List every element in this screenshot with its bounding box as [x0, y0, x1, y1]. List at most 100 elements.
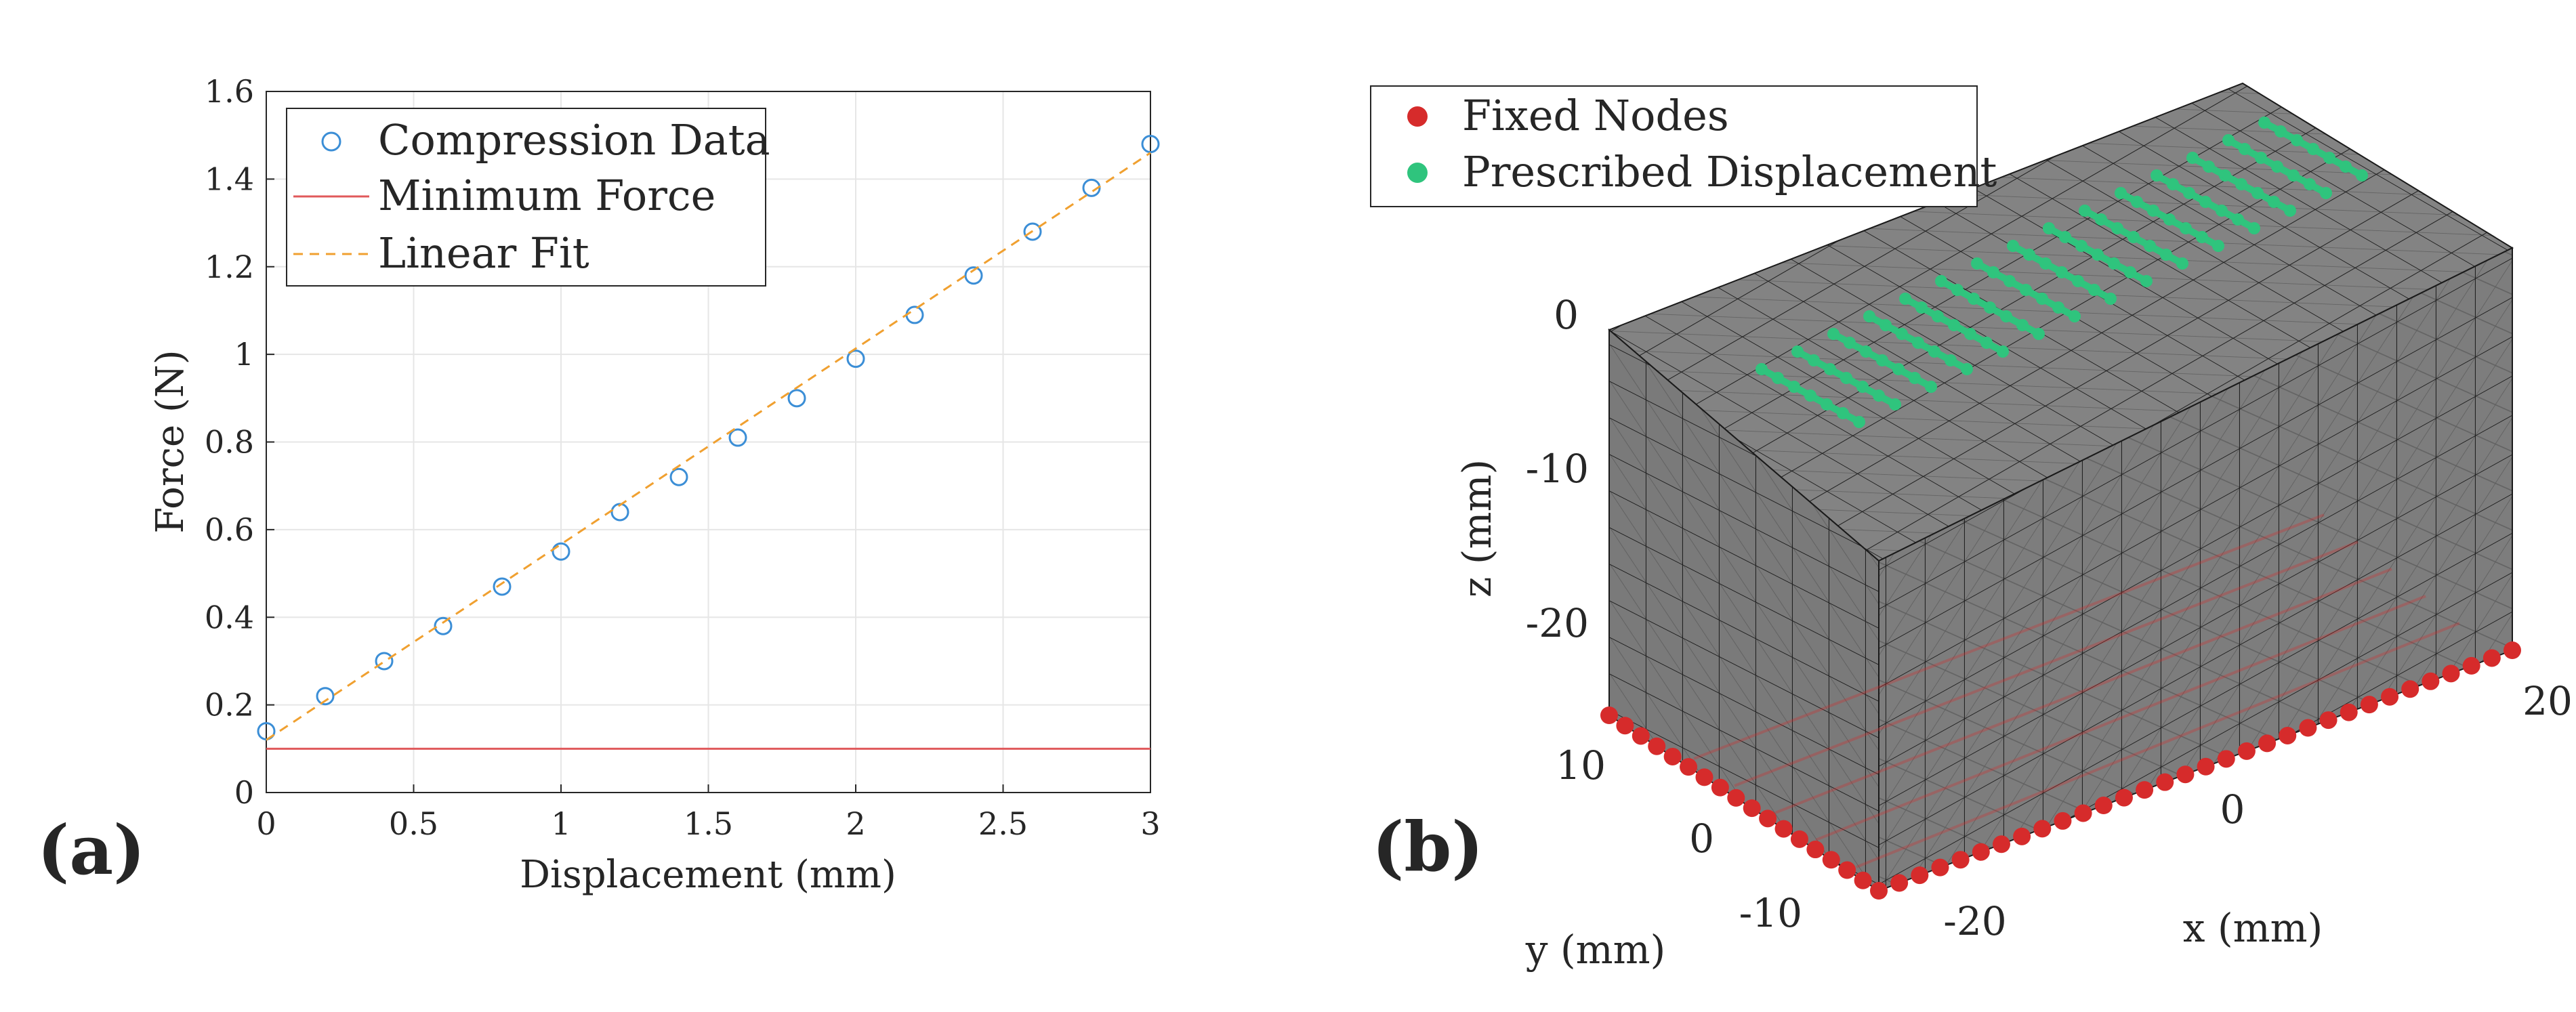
prescribed-node-row	[1794, 348, 1898, 408]
prescribed-node-row	[1830, 331, 1934, 390]
x-tick-label: 2.5	[978, 805, 1028, 842]
fixed-node	[1870, 882, 1888, 900]
prescribed-node-row	[2045, 225, 2150, 284]
fixed-node	[2176, 765, 2195, 784]
fixed-node	[1790, 830, 1808, 848]
fixed-node	[1890, 874, 1909, 892]
z-tick-neg10: -10	[1526, 446, 1589, 492]
compression-data-point	[375, 652, 394, 671]
fixed-node	[2013, 827, 2031, 845]
prescribed-node-row	[2081, 207, 2186, 267]
compression-data-point	[669, 467, 688, 486]
legend-b-box	[1370, 85, 1978, 207]
fixed-node	[1822, 851, 1840, 869]
y-tick-label: 0.2	[205, 687, 254, 723]
x-tick-label: 1.5	[684, 805, 733, 842]
fixed-nodes-hidden	[1693, 513, 2460, 868]
x-tick-label: 0	[256, 805, 276, 842]
fixed-node	[1911, 866, 1929, 885]
prescribed-node-row	[2261, 119, 2365, 179]
y-tick-label: 1	[234, 336, 254, 373]
compression-data-point	[493, 577, 512, 596]
fixed-node	[2237, 742, 2256, 760]
fixed-node	[2462, 656, 2480, 675]
compression-data-point	[1141, 135, 1160, 154]
x-tick-0: 0	[2220, 786, 2245, 832]
fixed-node	[2136, 781, 2154, 799]
fixed-node	[1616, 717, 1634, 735]
fixed-node	[1854, 871, 1872, 889]
fixed-node	[1992, 835, 2010, 853]
y-tick-label: 1.4	[205, 161, 254, 197]
fixed-node	[2442, 665, 2460, 683]
prescribed-node-row	[2117, 190, 2222, 249]
y-tick-label: 0	[234, 774, 254, 811]
compression-data-point	[964, 266, 983, 285]
fixed-node	[1663, 747, 1682, 765]
legend-prescribed-label: Prescribed Displacement	[1462, 147, 1997, 196]
fixed-node	[2094, 797, 2113, 815]
y-axis-label-a: Force (N)	[148, 350, 192, 533]
fixed-node	[1600, 707, 1618, 724]
fixed-node	[2279, 726, 2297, 744]
panel-a: 0 0.5 1 1.5 2 2.5 3 0 0.2 0.4 0.6 0.8 1 1.2 1.4 1.6 Dis…	[37, 73, 1161, 897]
plot-a-series	[257, 135, 1160, 750]
legend-minimum-label: Minimum Force	[378, 171, 715, 220]
panel-b: 0 -10 -20 z (mm) 10 0 -10 y (mm) -20 0 2…	[1370, 82, 2573, 973]
fixed-node	[1931, 858, 1949, 877]
z-tick-0: 0	[1554, 292, 1579, 338]
fixed-node	[1743, 799, 1761, 818]
x-tick-label: 1	[551, 805, 570, 842]
x-tick-neg20: -20	[1943, 898, 2006, 944]
z-tick-neg20: -20	[1526, 600, 1589, 646]
y-tick-label: 0.4	[205, 599, 254, 635]
prescribed-node-row	[1938, 278, 2042, 337]
prescribed-node-row	[1866, 313, 1970, 373]
fixed-node	[2156, 773, 2174, 791]
fixed-node	[2319, 711, 2338, 730]
fixed-nodes	[1600, 641, 2521, 900]
prescribed-node-row	[2189, 154, 2293, 214]
y-tick-label: 0.8	[205, 424, 254, 461]
compression-data-point	[1023, 222, 1042, 241]
fixed-node	[1695, 768, 1713, 786]
prescribed-node-row	[2153, 172, 2258, 232]
z-axis-label: z (mm)	[1454, 459, 1500, 597]
plot-a-ticks: 0 0.5 1 1.5 2 2.5 3 0 0.2 0.4 0.6 0.8 1 1.2 1.4 1.6	[205, 73, 1161, 842]
fixed-node	[1972, 843, 1990, 861]
legend-fixed-marker	[1407, 106, 1428, 127]
fixed-node	[2401, 680, 2419, 698]
fixed-node	[2033, 820, 2052, 838]
legend-fixed-label: Fixed Nodes	[1462, 91, 1729, 140]
prescribed-node-row	[2225, 137, 2329, 196]
prescribed-node-row	[1974, 260, 2078, 320]
prescribed-node-row	[1902, 295, 2006, 355]
x-tick-20: 20	[2522, 678, 2573, 724]
legend-a: Compression Data Minimum Force Linear Fi…	[286, 108, 770, 287]
fixed-node	[2054, 811, 2072, 830]
linear-fit-line	[266, 152, 1151, 741]
compression-data-point	[1082, 178, 1101, 197]
compression-data-point	[316, 687, 335, 706]
fixed-node	[1806, 841, 1825, 859]
fixed-node	[1648, 737, 1666, 755]
prescribed-displacement-nodes	[1756, 117, 2368, 428]
legend-compression-label: Compression Data	[378, 115, 770, 165]
fixed-node	[2258, 734, 2277, 753]
fixed-node	[2360, 696, 2378, 714]
fixed-node	[1774, 820, 1793, 838]
x-tick-label: 0.5	[389, 805, 438, 842]
fixed-node	[2074, 804, 2092, 822]
panel-label-b: (b)	[1372, 807, 1484, 887]
legend-linear-label: Linear Fit	[378, 228, 589, 278]
fixed-node	[2197, 757, 2215, 776]
fixed-node	[1759, 809, 1777, 828]
x-axis-label-a: Displacement (mm)	[520, 853, 896, 897]
fixed-node	[2504, 641, 2521, 659]
compression-data-point	[434, 616, 453, 635]
y-tick-0: 0	[1689, 816, 1714, 862]
panel-label-a: (a)	[37, 810, 145, 890]
legend-compression-marker	[321, 131, 341, 152]
y-axis-label: y (mm)	[1525, 927, 1665, 973]
